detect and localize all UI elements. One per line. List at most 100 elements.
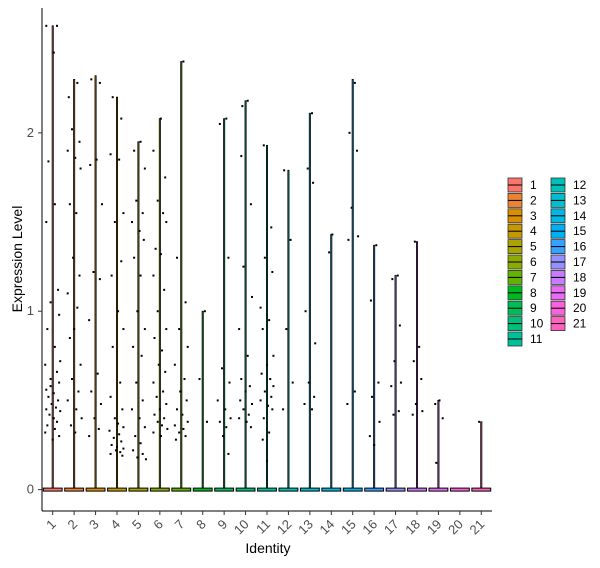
data-point: [122, 328, 125, 331]
data-point: [159, 117, 162, 120]
data-point: [68, 203, 71, 206]
data-point: [56, 24, 58, 27]
x-tick-label: 10: [231, 517, 252, 538]
legend-item-12: 12: [550, 177, 587, 193]
data-point: [247, 413, 250, 416]
data-point: [155, 395, 158, 398]
data-point: [165, 221, 168, 224]
legend-item-18: 18: [550, 269, 587, 285]
data-point: [285, 328, 288, 331]
violin-body: [180, 61, 183, 490]
data-point: [174, 438, 177, 441]
data-point: [53, 427, 56, 430]
data-point: [120, 260, 123, 263]
data-point: [420, 378, 423, 381]
data-point: [73, 328, 76, 331]
legend-label: 17: [573, 255, 587, 269]
legend-label: 12: [573, 178, 587, 192]
data-point: [269, 378, 272, 381]
data-point: [109, 395, 112, 398]
violin-body: [266, 144, 268, 490]
violin-body: [94, 75, 97, 490]
data-point: [311, 112, 313, 115]
data-point: [239, 399, 242, 402]
legend-label: 7: [530, 270, 537, 284]
data-point: [133, 149, 136, 152]
data-point: [350, 206, 353, 209]
data-point: [266, 363, 268, 366]
data-point: [216, 399, 219, 402]
data-point: [391, 278, 394, 281]
data-point: [56, 370, 58, 373]
data-point: [348, 131, 351, 134]
data-point: [121, 408, 124, 411]
data-point: [435, 461, 438, 464]
data-point: [153, 336, 156, 339]
legend-item-20: 20: [550, 300, 587, 316]
violin-body: [51, 25, 54, 490]
x-tick-label: 11: [253, 517, 273, 537]
violin-base: [128, 487, 149, 492]
x-tick-label: 14: [317, 517, 338, 538]
x-tick-label: 6: [150, 517, 166, 533]
x-tick-label: 13: [295, 517, 316, 538]
data-point: [303, 402, 306, 405]
violin-base: [428, 487, 449, 492]
data-point: [117, 422, 120, 425]
data-point: [165, 402, 168, 405]
data-point: [270, 226, 273, 229]
violin-base: [171, 487, 192, 492]
violin-6: [149, 117, 170, 492]
data-point: [135, 199, 138, 202]
data-point: [139, 140, 142, 143]
data-point: [68, 336, 71, 339]
data-point: [56, 420, 58, 423]
legend-label: 20: [573, 301, 587, 315]
data-point: [304, 310, 307, 313]
data-point: [47, 395, 50, 398]
data-point: [76, 306, 79, 309]
data-point: [49, 301, 52, 304]
data-point: [138, 229, 141, 232]
data-point: [135, 381, 138, 384]
data-point: [244, 390, 247, 393]
data-point: [249, 426, 252, 429]
data-point: [267, 404, 270, 407]
data-point: [263, 256, 266, 259]
data-point: [120, 117, 123, 120]
data-point: [136, 310, 139, 313]
data-point: [79, 167, 82, 170]
data-point: [66, 292, 69, 295]
data-point: [306, 167, 309, 170]
violin-body: [116, 96, 118, 490]
violin-base: [407, 487, 427, 492]
data-point: [44, 431, 47, 434]
data-point: [241, 105, 244, 108]
data-point: [110, 444, 113, 447]
data-point: [119, 381, 122, 384]
x-tick-label: 4: [107, 517, 123, 533]
data-point: [143, 167, 146, 170]
data-point: [71, 378, 73, 381]
violin-base: [364, 487, 385, 492]
data-point: [184, 435, 187, 438]
data-point: [58, 381, 61, 384]
data-point: [48, 413, 51, 416]
legend-item-15: 15: [550, 223, 587, 239]
violin-3: [85, 75, 106, 492]
data-point: [152, 431, 155, 434]
data-point: [251, 402, 253, 405]
x-tick-label: 1: [43, 517, 59, 533]
data-point: [178, 328, 181, 331]
violin-9: [214, 117, 235, 492]
data-point: [412, 360, 415, 363]
data-point: [79, 363, 82, 366]
data-point: [178, 431, 181, 434]
data-point: [118, 158, 121, 161]
x-tick-label: 19: [424, 517, 445, 538]
data-point: [143, 328, 146, 331]
legend-label: 15: [573, 224, 587, 238]
x-tick-label: 7: [172, 517, 188, 533]
data-point: [478, 420, 481, 423]
data-point: [198, 378, 201, 381]
